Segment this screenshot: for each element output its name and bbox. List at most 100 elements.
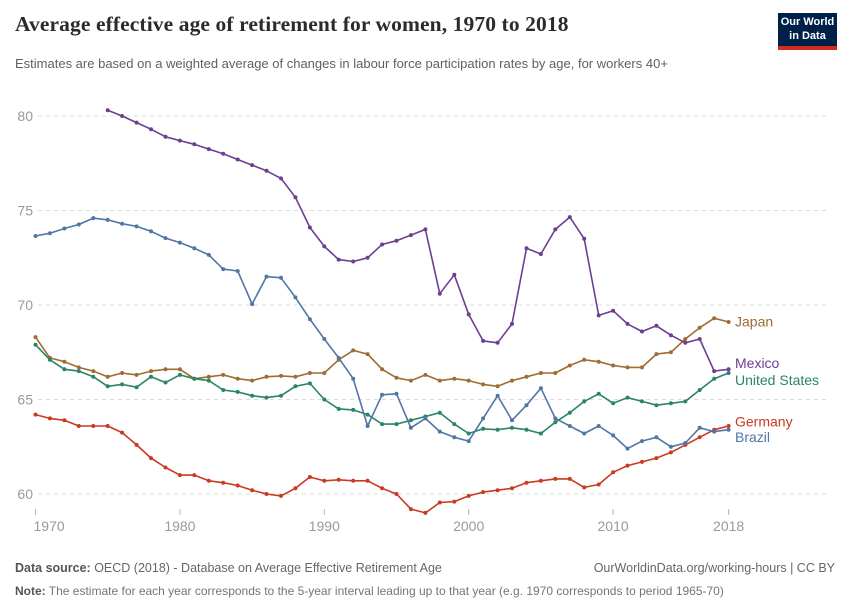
series-point-germany[interactable]	[264, 492, 269, 496]
series-point-brazil[interactable]	[134, 224, 139, 229]
series-point-mexico[interactable]	[654, 323, 659, 328]
series-point-germany[interactable]	[553, 476, 558, 481]
series-point-germany[interactable]	[538, 478, 543, 483]
series-point-germany[interactable]	[177, 473, 182, 478]
series-point-germany[interactable]	[408, 507, 413, 512]
series-point-japan[interactable]	[264, 374, 269, 379]
series-point-brazil[interactable]	[495, 393, 500, 398]
series-point-germany[interactable]	[235, 483, 240, 488]
series-point-brazil[interactable]	[351, 376, 356, 381]
series-point-united-states[interactable]	[524, 427, 529, 432]
series-point-japan[interactable]	[553, 371, 558, 375]
series-point-mexico[interactable]	[163, 134, 168, 139]
series-point-germany[interactable]	[437, 500, 442, 505]
series-point-japan[interactable]	[640, 365, 644, 370]
series-point-united-states[interactable]	[264, 395, 269, 400]
series-point-mexico[interactable]	[120, 114, 125, 118]
series-point-mexico[interactable]	[264, 168, 269, 173]
series-point-germany[interactable]	[221, 480, 226, 485]
series-point-germany[interactable]	[423, 510, 428, 515]
series-point-japan[interactable]	[582, 357, 587, 362]
series-point-brazil[interactable]	[250, 302, 255, 307]
series-point-japan[interactable]	[654, 352, 659, 357]
series-point-germany[interactable]	[47, 416, 52, 421]
series-point-mexico[interactable]	[177, 138, 182, 143]
series-line-united-states[interactable]	[34, 344, 729, 435]
series-point-japan[interactable]	[120, 371, 125, 375]
series-line-brazil[interactable]	[35, 217, 729, 450]
series-point-brazil[interactable]	[524, 403, 529, 408]
series-point-brazil[interactable]	[668, 444, 673, 449]
series-point-mexico[interactable]	[524, 246, 529, 251]
series-point-japan[interactable]	[567, 363, 572, 368]
series-line-mexico[interactable]	[107, 109, 729, 372]
series-point-united-states[interactable]	[62, 367, 67, 372]
series-point-japan[interactable]	[307, 371, 312, 375]
series-point-mexico[interactable]	[437, 291, 442, 296]
series-point-brazil[interactable]	[408, 425, 413, 430]
series-point-brazil[interactable]	[553, 416, 558, 421]
series-point-united-states[interactable]	[437, 410, 442, 415]
series-point-brazil[interactable]	[62, 226, 67, 231]
series-point-united-states[interactable]	[47, 357, 52, 362]
series-point-mexico[interactable]	[726, 367, 731, 372]
series-point-japan[interactable]	[250, 378, 255, 383]
series-point-brazil[interactable]	[192, 246, 197, 251]
series-point-germany[interactable]	[365, 478, 370, 483]
series-point-mexico[interactable]	[206, 147, 211, 152]
series-point-germany[interactable]	[134, 442, 139, 447]
series-point-japan[interactable]	[206, 374, 211, 379]
series-point-brazil[interactable]	[307, 317, 312, 322]
series-point-brazil[interactable]	[47, 231, 52, 236]
series-point-mexico[interactable]	[481, 338, 486, 343]
series-point-japan[interactable]	[322, 371, 327, 375]
series-point-japan[interactable]	[668, 350, 673, 355]
series-point-japan[interactable]	[33, 335, 38, 340]
series-point-brazil[interactable]	[654, 435, 659, 440]
series-point-united-states[interactable]	[192, 376, 197, 381]
series-point-japan[interactable]	[149, 369, 153, 374]
series-label-united-states[interactable]: United States	[735, 372, 819, 388]
series-point-brazil[interactable]	[481, 416, 486, 421]
series-point-mexico[interactable]	[640, 329, 644, 334]
series-point-united-states[interactable]	[712, 376, 717, 381]
series-point-japan[interactable]	[697, 325, 702, 330]
series-point-germany[interactable]	[380, 486, 385, 491]
series-point-japan[interactable]	[726, 320, 731, 324]
series-point-united-states[interactable]	[538, 431, 543, 436]
series-point-mexico[interactable]	[452, 272, 457, 277]
series-point-united-states[interactable]	[582, 399, 587, 404]
series-point-brazil[interactable]	[120, 221, 125, 226]
series-point-mexico[interactable]	[279, 176, 283, 181]
series-point-united-states[interactable]	[596, 391, 601, 396]
series-point-japan[interactable]	[495, 384, 500, 389]
series-point-united-states[interactable]	[726, 371, 731, 375]
series-point-united-states[interactable]	[567, 410, 572, 415]
series-point-germany[interactable]	[250, 488, 255, 493]
series-point-japan[interactable]	[625, 365, 630, 370]
series-point-brazil[interactable]	[163, 236, 168, 241]
series-point-brazil[interactable]	[206, 252, 211, 257]
series-point-mexico[interactable]	[408, 233, 413, 238]
series-point-japan[interactable]	[351, 348, 356, 353]
series-point-germany[interactable]	[654, 456, 659, 461]
series-point-mexico[interactable]	[712, 369, 717, 374]
series-point-mexico[interactable]	[192, 142, 197, 147]
series-point-germany[interactable]	[567, 476, 572, 481]
series-point-brazil[interactable]	[697, 425, 702, 430]
series-line-germany[interactable]	[35, 413, 729, 514]
series-point-germany[interactable]	[726, 424, 731, 428]
series-point-japan[interactable]	[423, 372, 428, 377]
series-point-united-states[interactable]	[206, 378, 211, 383]
series-point-brazil[interactable]	[712, 429, 717, 434]
series-label-mexico[interactable]: Mexico	[735, 355, 780, 371]
series-point-germany[interactable]	[62, 418, 67, 423]
series-point-japan[interactable]	[510, 378, 514, 383]
series-point-brazil[interactable]	[625, 446, 630, 451]
series-point-mexico[interactable]	[495, 340, 500, 345]
series-point-japan[interactable]	[235, 376, 240, 381]
series-point-mexico[interactable]	[611, 308, 616, 313]
series-point-brazil[interactable]	[365, 424, 370, 428]
series-point-mexico[interactable]	[293, 195, 298, 200]
series-point-germany[interactable]	[697, 435, 702, 440]
